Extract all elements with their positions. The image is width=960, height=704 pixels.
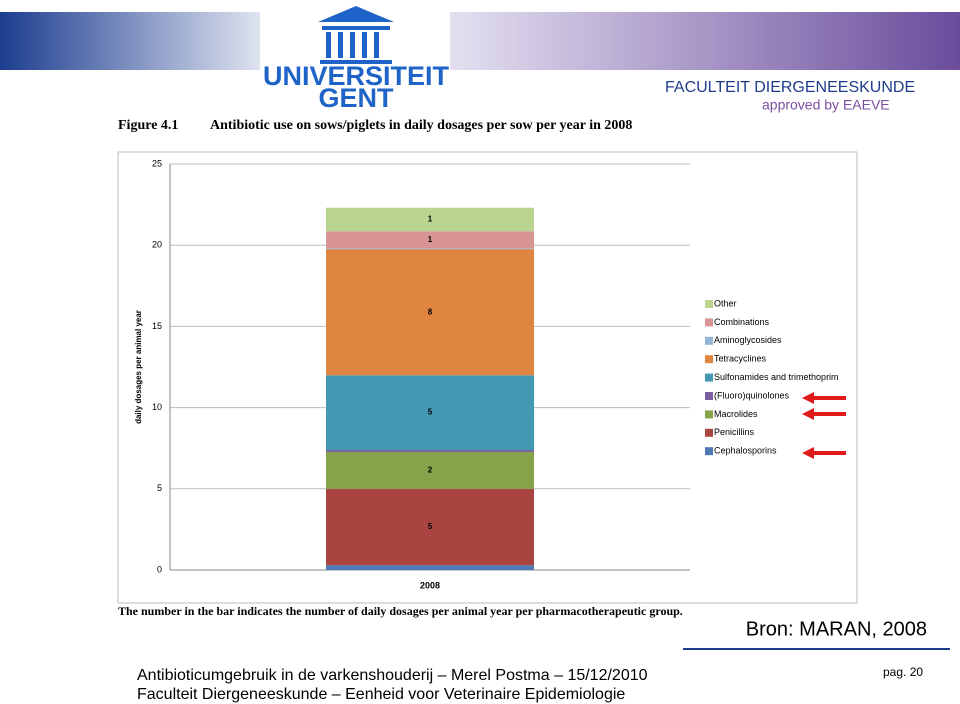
- legend-swatch: [705, 447, 713, 456]
- header-strip: [0, 12, 260, 70]
- bar-segment: [326, 207, 534, 232]
- legend-swatch: [705, 392, 713, 400]
- legend-swatch: [705, 318, 713, 327]
- value-label: 8: [428, 307, 433, 316]
- legend-swatch: [705, 336, 713, 345]
- university: UNIVERSITEIT: [263, 61, 450, 91]
- y-tick-label: 5: [157, 483, 162, 493]
- faculty: FACULTEIT DIERGENEESKUNDE: [665, 79, 915, 96]
- value-label: 1: [428, 235, 433, 244]
- legend-label: (Fluoro)quinolones: [714, 390, 790, 400]
- y-tick-label: 25: [152, 158, 162, 168]
- footer-line: Faculteit Diergeneeskunde – Eenheid voor…: [137, 686, 625, 703]
- bar-segment: [326, 249, 534, 376]
- legend-swatch: [705, 410, 713, 419]
- y-tick-label: 0: [157, 564, 162, 574]
- value-label: 5: [428, 408, 433, 417]
- value-label: 2: [428, 465, 433, 474]
- bar-segment: [326, 449, 534, 452]
- footer-line: Antibioticumgebruik in de varkenshouderi…: [137, 667, 648, 684]
- legend-swatch: [705, 300, 713, 308]
- university: GENT: [318, 83, 394, 113]
- legend-label: Combinations: [714, 317, 770, 327]
- header-strip: [450, 12, 960, 70]
- note: The number in the bar indicates the numb…: [118, 604, 683, 618]
- legend-label: Penicillins: [714, 427, 755, 437]
- source: Bron: MARAN, 2008: [746, 618, 927, 640]
- legend-label: Tetracyclines: [714, 354, 767, 364]
- figure-number: Figure 4.1: [118, 118, 178, 133]
- legend-label: Other: [714, 298, 737, 308]
- value-label: 1: [428, 215, 433, 224]
- legend-label: Aminoglycosides: [714, 335, 782, 345]
- y-axis-label: daily dosages per animal year: [134, 310, 143, 424]
- legend-label: Macrolides: [714, 409, 758, 419]
- approval: approved by EAEVE: [762, 97, 890, 113]
- y-tick-label: 15: [152, 321, 162, 331]
- y-tick-label: 20: [152, 240, 162, 250]
- legend-swatch: [705, 355, 713, 364]
- legend-swatch: [705, 428, 713, 437]
- bar-segment: [326, 565, 534, 570]
- y-tick-label: 10: [152, 402, 162, 412]
- legend-label: Sulfonamides and trimethoprim: [714, 372, 839, 382]
- arrows: [802, 392, 846, 459]
- logo: [318, 6, 394, 64]
- page-number: pag. 20: [883, 665, 923, 679]
- legend-swatch: [705, 373, 713, 382]
- chart-title: Antibiotic use on sows/piglets in daily …: [210, 118, 632, 133]
- value-label: 5: [428, 522, 433, 531]
- legend-label: Cephalosporins: [714, 446, 777, 456]
- bar-segment: [326, 231, 534, 249]
- x-tick-label: 2008: [420, 580, 440, 590]
- bar-segment: [326, 451, 534, 489]
- bar-segment: [326, 248, 534, 250]
- bar-segment: [326, 488, 534, 566]
- bar-segment: [326, 375, 534, 450]
